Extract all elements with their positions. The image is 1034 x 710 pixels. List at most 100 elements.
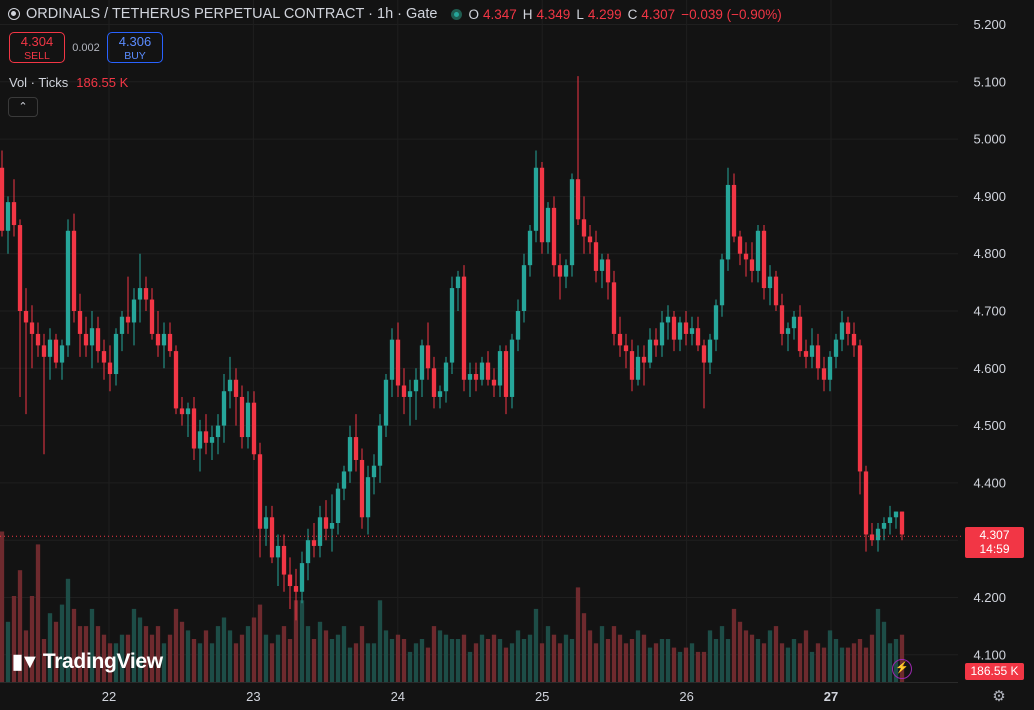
volume-bar (29, 596, 35, 682)
chevron-up-icon: ⌃ (18, 101, 28, 113)
volume-legend-value: 186.55 K (76, 75, 129, 90)
candle-body (35, 333, 41, 346)
candle-body (275, 545, 281, 558)
candle-body (563, 265, 569, 277)
volume-bar (467, 651, 473, 682)
volume-bar (107, 643, 113, 682)
sell-button[interactable]: 4.304 SELL (9, 32, 65, 63)
candle-body (299, 563, 305, 592)
high-value: 4.349 (536, 6, 571, 22)
price-tick-label: 4.600 (973, 361, 1006, 376)
candle-body (713, 305, 719, 340)
buy-button[interactable]: 4.306 BUY (107, 32, 163, 63)
volume-bar (797, 643, 803, 682)
volume-bar (419, 639, 425, 682)
symbol-title[interactable]: ORDINALS / TETHERUS PERPETUAL CONTRACT ·… (26, 6, 438, 22)
symbol-icon[interactable] (8, 8, 20, 20)
candle-body (821, 368, 827, 380)
volume-bar (887, 643, 893, 682)
volume-bar (617, 634, 623, 682)
volume-bar (725, 639, 731, 682)
volume-bar (665, 639, 671, 682)
candle-body (581, 219, 587, 237)
candle-body (209, 437, 215, 443)
volume-bar (629, 639, 635, 682)
volume-bar (737, 621, 743, 682)
trade-panel: 4.304 SELL 0.002 4.306 BUY (9, 32, 163, 63)
candle-body (17, 225, 23, 311)
volume-bar (569, 639, 575, 682)
tradingview-logo[interactable]: ▮▼ TradingView (12, 649, 163, 674)
candle-body (689, 328, 695, 334)
time-tick-label: 24 (391, 689, 405, 704)
volume-bar (713, 639, 719, 682)
low-value: 4.299 (587, 6, 622, 22)
candle-body (701, 345, 707, 363)
settings-gear-icon[interactable]: ⚙ (992, 688, 1006, 705)
candle-body (239, 396, 245, 438)
volume-bar (5, 621, 11, 682)
volume-bar (323, 630, 329, 682)
volume-bar (899, 634, 905, 682)
volume-bar (497, 639, 503, 682)
candle-body (101, 351, 107, 363)
candle-body (593, 242, 599, 271)
candle-body (533, 167, 539, 231)
candle-body (323, 517, 329, 529)
candle-body (635, 356, 641, 380)
price-tick-label: 4.900 (973, 189, 1006, 204)
candle-body (47, 339, 53, 357)
candle-body (215, 425, 221, 438)
volume-bar (509, 643, 515, 682)
volume-bar (263, 634, 269, 682)
volume-bar (671, 647, 677, 682)
volume-bar (59, 604, 65, 682)
candle-body (605, 259, 611, 283)
volume-bar (41, 639, 47, 682)
candle-body (263, 517, 269, 529)
volume-bar (35, 544, 41, 682)
candle-body (449, 288, 455, 363)
candle-body (53, 339, 59, 363)
volume-bar (227, 630, 233, 682)
volume-bar (239, 634, 245, 682)
volume-bar (647, 647, 653, 682)
candle-body (95, 328, 101, 352)
time-tick-label: 26 (679, 689, 693, 704)
candle-body (575, 179, 581, 220)
buy-price: 4.306 (118, 34, 152, 49)
candle-body (269, 517, 275, 558)
volume-bar (383, 630, 389, 682)
candle-body (773, 276, 779, 306)
candle-body (551, 207, 557, 266)
volume-bar (359, 626, 365, 682)
volume-bar (827, 630, 833, 682)
volume-legend[interactable]: Vol · Ticks 186.55 K (9, 75, 128, 90)
candle-body (491, 379, 497, 386)
volume-bar (395, 634, 401, 682)
candle-body (881, 523, 887, 529)
volume-bar (821, 647, 827, 682)
volume-bar (809, 651, 815, 682)
candle-body (647, 339, 653, 363)
flash-icon[interactable]: ⚡ (892, 659, 912, 679)
volume-bar (515, 630, 521, 682)
low-key: L (576, 6, 584, 22)
collapse-legend-button[interactable]: ⌃ (8, 97, 38, 117)
volume-bar (863, 647, 869, 682)
volume-bar (623, 643, 629, 682)
candle-body (89, 328, 95, 346)
candle-body (473, 374, 479, 380)
high-key: H (522, 6, 533, 22)
time-axis[interactable]: 22 23 24 25 26 27 (102, 689, 838, 704)
candle-body (383, 379, 389, 426)
volume-bar (191, 639, 197, 682)
candle-body (197, 431, 203, 449)
price-axis[interactable]: 5.200 5.100 5.000 4.900 4.800 4.700 4.600 4.500… (973, 17, 1006, 662)
open-key: O (468, 6, 479, 22)
volume-bar (209, 643, 215, 682)
volume-bar (89, 608, 95, 682)
market-status-icon[interactable] (451, 8, 463, 20)
candle-body (29, 322, 35, 334)
